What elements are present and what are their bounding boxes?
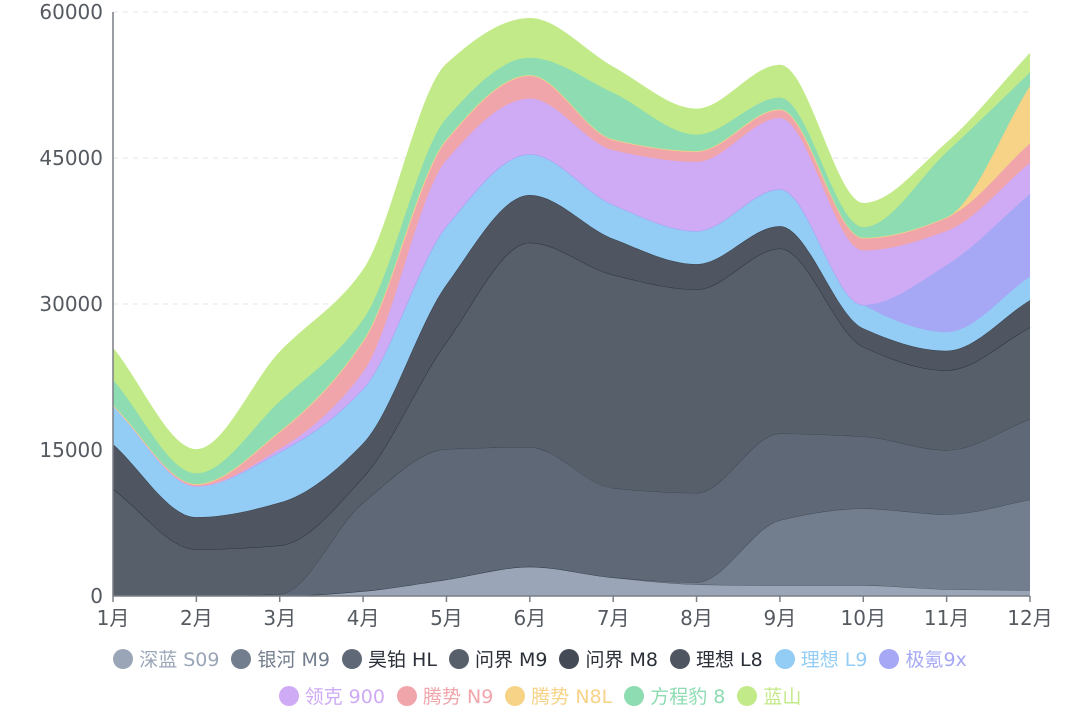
area-series[interactable] — [113, 499, 1030, 596]
x-tick-label: 10月 — [841, 606, 886, 630]
area-series[interactable] — [113, 75, 1030, 487]
legend-label: 问界 M9 — [474, 649, 548, 671]
area-series[interactable] — [113, 418, 1030, 596]
legend-label: 理想 L9 — [800, 649, 868, 671]
legend-label: 昊铂 HL — [368, 649, 437, 671]
legend-item[interactable]: 问界 M8 — [559, 645, 658, 672]
legend-label: 腾势 N8L — [531, 686, 613, 708]
legend-dot-icon — [342, 648, 363, 669]
x-tick-label: 6月 — [513, 606, 546, 630]
area-layer — [112, 18, 1031, 597]
axis-layer: 0 15000 30000 45000 60000 1月 2月 3月 4月 5月 6月 7月 8月 9月 1… — [39, 0, 1052, 630]
legend-dot-icon — [559, 648, 580, 669]
y-tick-label: 60000 — [39, 0, 103, 24]
legend-label: 蓝山 — [763, 686, 802, 708]
legend-dot-icon — [774, 648, 795, 669]
y-tick-label: 45000 — [39, 146, 103, 170]
legend-item[interactable]: 理想 L9 — [774, 645, 868, 672]
legend-label: 方程豹 8 — [650, 686, 726, 708]
legend-dot-icon — [231, 648, 252, 669]
x-tick-label: 7月 — [597, 606, 630, 630]
legend-label: 问界 M8 — [585, 649, 658, 671]
x-tick-label: 9月 — [764, 606, 797, 630]
x-tick-label: 4月 — [347, 606, 380, 630]
legend-row: 深蓝 S09 银河 M9 昊铂 HL 问界 M9 问界 M8 理想 L8 理想 L9 极氪9x — [0, 645, 1080, 672]
legend-item[interactable]: 腾势 N8L — [505, 682, 612, 709]
legend-item[interactable]: 腾势 N9 — [396, 682, 494, 709]
y-tick-label: 30000 — [39, 292, 103, 316]
x-tick-label: 3月 — [263, 606, 296, 630]
legend-item[interactable]: 理想 L8 — [670, 645, 763, 672]
x-tick-label: 11月 — [924, 606, 969, 630]
area-series-line — [112, 97, 1031, 487]
legend-label: 理想 L8 — [696, 649, 763, 671]
legend-dot-icon — [737, 685, 758, 706]
legend-dot-icon — [670, 648, 690, 669]
x-tick-label: 8月 — [680, 606, 713, 630]
x-tick-label: 2月 — [180, 606, 213, 630]
legend-row: 领克 900 腾势 N9 腾势 N8L 方程豹 8 蓝山 — [0, 682, 1080, 709]
area-series[interactable] — [113, 98, 1030, 487]
legend-dot-icon — [448, 648, 469, 669]
legend: 深蓝 S09 银河 M9 昊铂 HL 问界 M9 问界 M8 理想 L8 理想 L9 极氪9x… — [0, 645, 1080, 709]
legend-label: 腾势 N9 — [422, 686, 494, 708]
area-series[interactable] — [113, 566, 1030, 596]
legend-item[interactable]: 方程豹 8 — [624, 682, 725, 709]
area-series[interactable] — [113, 154, 1030, 518]
y-tick-label: 15000 — [39, 438, 103, 462]
legend-dot-icon — [505, 685, 526, 706]
legend-label: 极氪9x — [905, 649, 967, 671]
legend-dot-icon — [113, 648, 134, 669]
legend-dot-icon — [396, 685, 417, 706]
legend-item[interactable]: 深蓝 S09 — [113, 645, 219, 672]
legend-item[interactable]: 蓝山 — [737, 682, 801, 709]
legend-label: 领克 900 — [304, 686, 385, 708]
area-series-line — [112, 18, 1031, 451]
x-tick-label: 1月 — [97, 606, 130, 630]
legend-dot-icon — [879, 648, 900, 669]
legend-dot-icon — [278, 685, 299, 706]
x-tick-label: 12月 — [1007, 606, 1052, 630]
legend-item[interactable]: 昊铂 HL — [342, 645, 437, 672]
legend-label: 深蓝 S09 — [139, 649, 220, 671]
legend-item[interactable]: 领克 900 — [278, 682, 385, 709]
legend-label: 银河 M9 — [257, 649, 331, 671]
area-series[interactable] — [113, 242, 1030, 596]
legend-item[interactable]: 极氪9x — [879, 645, 967, 672]
x-tick-label: 5月 — [430, 606, 463, 630]
legend-dot-icon — [624, 685, 645, 706]
legend-item[interactable]: 银河 M9 — [231, 645, 330, 672]
legend-item[interactable]: 问界 M9 — [448, 645, 548, 672]
y-tick-label: 0 — [90, 584, 103, 608]
